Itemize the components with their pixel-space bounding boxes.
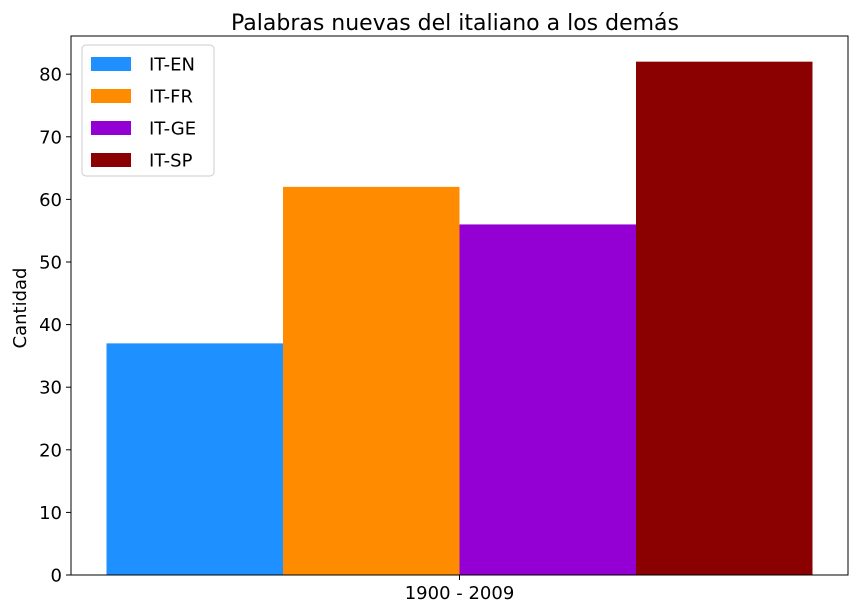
y-tick-label: 20: [39, 440, 62, 461]
y-axis-ticks: 0 10 20 30 40 50 60 70 80: [39, 65, 71, 587]
y-tick-label: 40: [39, 315, 62, 336]
x-axis-ticks: 1900 - 2009: [405, 575, 515, 604]
legend-label-it-en: IT-EN: [149, 55, 195, 76]
legend: IT-EN IT-FR IT-GE IT-SP: [81, 44, 215, 177]
bar-it-fr: [283, 186, 460, 575]
bar-it-en: [106, 343, 283, 575]
y-tick-label: 0: [51, 566, 62, 587]
chart-title: Palabras nuevas del italiano a los demás: [231, 11, 679, 36]
y-tick-label: 10: [39, 503, 62, 524]
legend-label-it-ge: IT-GE: [149, 119, 196, 140]
y-tick-label: 60: [39, 190, 62, 211]
x-tick-label: 1900 - 2009: [405, 583, 515, 604]
legend-swatch-it-fr: [91, 89, 131, 103]
bar-it-sp: [636, 61, 813, 575]
bars-group: [106, 61, 813, 575]
y-tick-label: 30: [39, 378, 62, 399]
legend-swatch-it-ge: [91, 121, 131, 135]
y-tick-label: 70: [39, 127, 62, 148]
bar-it-ge: [459, 224, 636, 575]
legend-label-it-sp: IT-SP: [149, 151, 193, 172]
legend-swatch-it-en: [91, 57, 131, 71]
legend-swatch-it-sp: [91, 153, 131, 167]
y-tick-label: 50: [39, 252, 62, 273]
legend-box: [81, 44, 215, 177]
y-axis-label: Cantidad: [10, 268, 31, 349]
legend-label-it-fr: IT-FR: [149, 87, 193, 108]
y-tick-label: 80: [39, 65, 62, 86]
